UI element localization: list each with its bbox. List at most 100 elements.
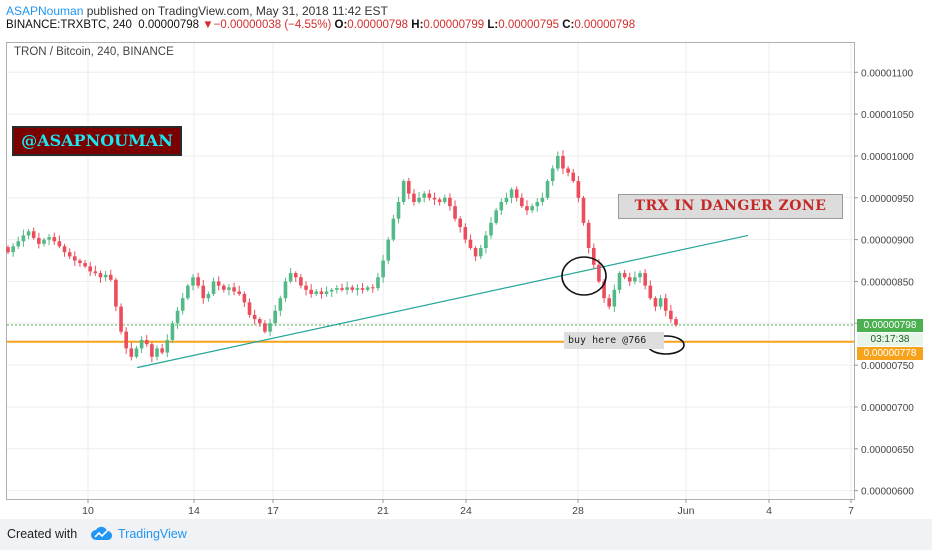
candle-body <box>514 189 519 198</box>
candle-body <box>155 348 159 357</box>
support-price-label: 0.00000778 <box>857 347 923 360</box>
chart-pane[interactable] <box>6 42 855 500</box>
candle-body <box>211 281 216 295</box>
candle-body <box>499 201 504 211</box>
open-label: O: <box>334 19 348 31</box>
candle-body <box>273 310 277 324</box>
candle-body <box>67 252 72 257</box>
candle-body <box>365 287 370 290</box>
candle-body <box>83 263 87 267</box>
candle-body <box>381 260 385 278</box>
candle-body <box>144 340 149 345</box>
low-label: L: <box>487 19 499 31</box>
buy-here-note: buy here @766 <box>564 332 664 349</box>
chart-svg[interactable]: 0.00000600 0.00000650 0.00000700 0.00000750… <box>0 0 932 520</box>
candle-body <box>314 291 319 295</box>
candle-body <box>227 287 231 290</box>
candle-body <box>114 279 118 307</box>
candle-body <box>355 288 360 290</box>
candle-body <box>160 348 164 353</box>
author-link[interactable]: ASAPNouman <box>6 4 84 18</box>
candle-body <box>350 287 355 290</box>
candle-body <box>31 231 36 238</box>
candle-body <box>453 206 457 219</box>
y-tick-label: 0.00000950 <box>861 194 914 205</box>
tradingview-brand-link[interactable]: TradingView <box>118 527 187 541</box>
candle-body <box>566 168 570 173</box>
candle-body <box>607 298 611 307</box>
candle-body <box>232 287 236 292</box>
y-tick-label: 0.00000900 <box>861 236 914 247</box>
candle-body <box>484 235 488 248</box>
y-tick-label: 0.00000650 <box>861 445 914 456</box>
candle-body <box>663 298 668 311</box>
y-tick-label: 0.00001100 <box>861 68 914 79</box>
candle-body <box>437 199 442 202</box>
candle-body <box>571 172 576 182</box>
candle-body <box>309 289 313 295</box>
candle-body <box>540 197 545 202</box>
candle-body <box>489 222 493 236</box>
candle-body <box>134 348 139 357</box>
candle-body <box>448 197 452 207</box>
candle-body <box>417 197 421 202</box>
candle-body <box>335 288 339 290</box>
candle-body <box>494 210 498 223</box>
candle-body <box>175 310 180 324</box>
candle-body <box>191 277 195 286</box>
candle-body <box>535 201 540 207</box>
ohlc-line: BINANCE:TRXBTC, 240 0.00000798 ▼−0.00000… <box>6 19 635 31</box>
candle-body <box>324 291 329 295</box>
x-tick-label: 7 <box>848 505 854 517</box>
current-price-label: 0.00000798 <box>857 319 923 332</box>
candle-body <box>658 298 663 307</box>
x-tick-label: 14 <box>188 505 200 517</box>
candle-body <box>6 247 10 253</box>
candle-body <box>376 277 380 289</box>
candle-body <box>52 237 57 242</box>
candle-body <box>170 323 175 341</box>
y-tick-label: 0.00000750 <box>861 361 914 372</box>
candle-body <box>478 247 483 257</box>
symbol-text: BINANCE:TRXBTC, 240 <box>6 19 132 31</box>
candle-body <box>62 246 67 253</box>
x-tick-label: Jun <box>678 505 695 517</box>
x-tick-label: 28 <box>572 505 584 517</box>
candle-body <box>520 197 524 207</box>
candle-body <box>252 314 257 320</box>
candle-body <box>21 235 26 242</box>
down-arrow-icon: ▼ <box>202 19 214 31</box>
open-value: 0.00000798 <box>347 19 409 31</box>
y-tick-label: 0.00000700 <box>861 403 914 414</box>
y-tick-label: 0.00001050 <box>861 110 914 121</box>
candle-body <box>633 277 637 282</box>
candle-body <box>556 155 560 169</box>
candle-body <box>545 181 550 198</box>
candle-body <box>42 239 46 244</box>
candle-body <box>591 247 596 265</box>
candle-body <box>530 206 534 211</box>
candle-body <box>180 298 185 311</box>
chart-title: TRON / Bitcoin, 240, BINANCE <box>14 46 174 58</box>
candle-body <box>509 189 514 198</box>
candle-body <box>622 273 627 278</box>
candle-body <box>11 246 15 253</box>
candle-body <box>206 294 211 299</box>
candle-body <box>597 264 601 282</box>
candle-body <box>674 319 678 325</box>
candle-body <box>37 237 41 244</box>
high-label: H: <box>411 19 424 31</box>
candle-body <box>108 274 113 280</box>
low-value: 0.00000795 <box>498 19 559 31</box>
x-tick-label: 4 <box>766 505 772 517</box>
candle-body <box>216 281 221 286</box>
candle-body <box>329 289 334 292</box>
y-tick-label: 0.00000850 <box>861 277 914 288</box>
candle-body <box>299 277 303 286</box>
last-price: 0.00000798 <box>138 19 200 31</box>
candle-body <box>263 323 267 332</box>
candle-body <box>268 323 272 332</box>
candle-body <box>586 222 591 248</box>
y-tick-label: 0.00001000 <box>861 152 914 163</box>
candle-body <box>612 289 617 307</box>
